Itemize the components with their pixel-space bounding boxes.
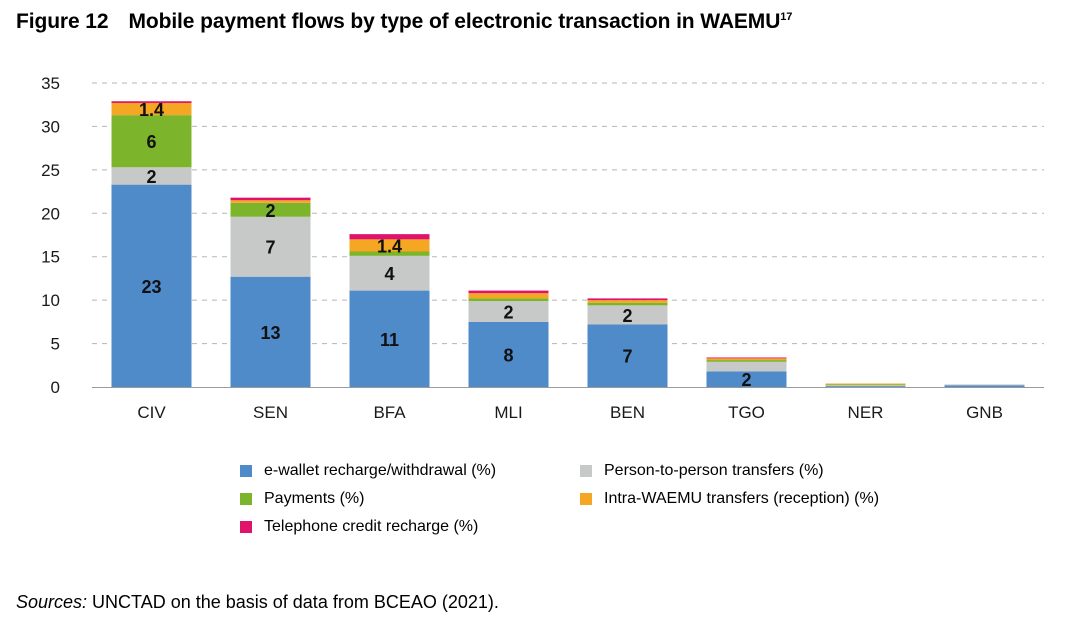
x-tick-label-mli: MLI	[494, 403, 522, 422]
bar-ben-telephone	[587, 298, 668, 301]
legend-swatch-payments	[240, 493, 252, 505]
data-label-bfa-intra: 1.4	[377, 236, 402, 256]
legend-label-intra: Intra-WAEMU transfers (reception) (%)	[604, 490, 880, 507]
legend-swatch-ewallet	[240, 465, 252, 477]
bar-sen-intra	[230, 200, 311, 203]
legend-label-telephone: Telephone credit recharge (%)	[264, 518, 479, 535]
bar-bfa-payments	[349, 251, 430, 256]
bar-sen-telephone	[230, 197, 311, 201]
bar-bfa-p2p	[349, 255, 430, 291]
bar-mli-intra	[468, 293, 549, 299]
data-label-civ-p2p: 2	[146, 167, 156, 187]
data-label-sen-ewallet: 13	[260, 323, 280, 343]
data-label-civ-payments: 6	[146, 132, 156, 152]
legend-swatch-telephone	[240, 521, 252, 533]
source-text: UNCTAD on the basis of data from BCEAO (…	[87, 592, 499, 612]
legend-item-telephone: Telephone credit recharge (%)	[240, 518, 478, 536]
legend-item-payments: Payments (%)	[240, 490, 364, 508]
bar-mli-telephone	[468, 290, 549, 294]
x-tick-label-ner: NER	[848, 403, 884, 422]
bar-mli-p2p	[468, 301, 549, 322]
bar-sen-payments	[230, 202, 311, 217]
legend-label-ewallet: e-wallet recharge/withdrawal (%)	[264, 462, 497, 479]
x-tick-label-ben: BEN	[610, 403, 645, 422]
bar-ner-p2p	[825, 385, 906, 387]
y-tick-label-10: 10	[41, 291, 60, 310]
legend-item-p2p: Person-to-person transfers (%)	[580, 462, 824, 480]
bar-tgo-intra	[706, 358, 787, 361]
legend-swatch-p2p	[580, 465, 592, 477]
figure-title-text: Mobile payment flows by type of electron…	[128, 10, 781, 33]
bar-civ-p2p	[111, 167, 192, 185]
bar-ner-payments	[825, 384, 906, 386]
legend-label-payments: Payments (%)	[264, 490, 365, 507]
x-tick-label-sen: SEN	[253, 403, 288, 422]
data-label-civ-intra: 1.4	[139, 100, 164, 120]
data-label-mli-ewallet: 8	[503, 345, 513, 365]
footnote-ref: 17	[780, 11, 793, 23]
bar-civ-ewallet	[111, 184, 192, 387]
bar-gnb-p2p	[944, 384, 1025, 386]
bar-civ-intra	[111, 102, 192, 116]
bar-tgo-ewallet	[706, 371, 787, 387]
data-label-ben-p2p: 2	[622, 306, 632, 326]
data-label-bfa-ewallet: 11	[380, 330, 399, 350]
bar-sen-ewallet	[230, 276, 311, 387]
bar-ben-payments	[587, 302, 668, 306]
bar-tgo-telephone	[706, 357, 787, 359]
data-label-sen-payments: 2	[265, 201, 275, 221]
source-note: Sources: UNCTAD on the basis of data fro…	[16, 592, 499, 613]
y-tick-label-30: 30	[41, 117, 60, 136]
legend-item-ewallet: e-wallet recharge/withdrawal (%)	[240, 462, 496, 480]
y-tick-label-25: 25	[41, 161, 60, 180]
source-label: Sources:	[16, 592, 88, 612]
y-tick-label-20: 20	[41, 204, 60, 223]
bar-civ-payments	[111, 115, 192, 168]
bar-sen-p2p	[230, 216, 311, 277]
y-tick-label-0: 0	[51, 378, 60, 397]
bar-ner-ewallet	[825, 386, 906, 387]
x-tick-label-civ: CIV	[137, 403, 166, 422]
bar-ben-intra	[587, 300, 668, 303]
bar-ben-p2p	[587, 305, 668, 325]
legend-item-intra: Intra-WAEMU transfers (reception) (%)	[580, 490, 879, 508]
figure-number: Figure 12	[16, 10, 109, 33]
y-tick-label-15: 15	[41, 248, 60, 267]
data-label-ben-ewallet: 7	[622, 347, 632, 367]
bar-gnb-ewallet	[944, 385, 1025, 387]
legend-label-p2p: Person-to-person transfers (%)	[604, 462, 824, 479]
x-tick-label-gnb: GNB	[966, 403, 1003, 422]
bar-mli-ewallet	[468, 321, 549, 387]
bar-bfa-intra	[349, 239, 430, 252]
x-tick-label-tgo: TGO	[728, 403, 765, 422]
data-label-mli-p2p: 2	[503, 302, 513, 322]
y-tick-label-35: 35	[41, 74, 60, 93]
figure-title: Figure 12 Mobile payment flows by type of…	[16, 10, 792, 34]
legend-swatch-intra	[580, 493, 592, 505]
bar-tgo-payments	[706, 360, 787, 362]
bar-ben-ewallet	[587, 324, 668, 387]
data-label-civ-ewallet: 23	[141, 277, 161, 297]
bar-bfa-ewallet	[349, 290, 430, 387]
stacked-bar-chart: 0 5 10 15 20 25 30 35 23 2 6 1.4 CIV 13 7 2 SEN 11 4 1.4 BFA…	[41, 74, 1044, 422]
bar-tgo-p2p	[706, 361, 787, 372]
bar-bfa-telephone	[349, 234, 430, 240]
data-label-bfa-p2p: 4	[384, 264, 394, 284]
data-label-sen-p2p: 7	[265, 238, 275, 258]
x-tick-label-bfa: BFA	[373, 403, 406, 422]
data-label-tgo-ewallet: 2	[741, 370, 751, 390]
bar-civ-telephone	[111, 101, 192, 103]
y-tick-label-5: 5	[51, 335, 60, 354]
bar-mli-payments	[468, 298, 549, 302]
bar-ner-intra	[825, 383, 906, 385]
